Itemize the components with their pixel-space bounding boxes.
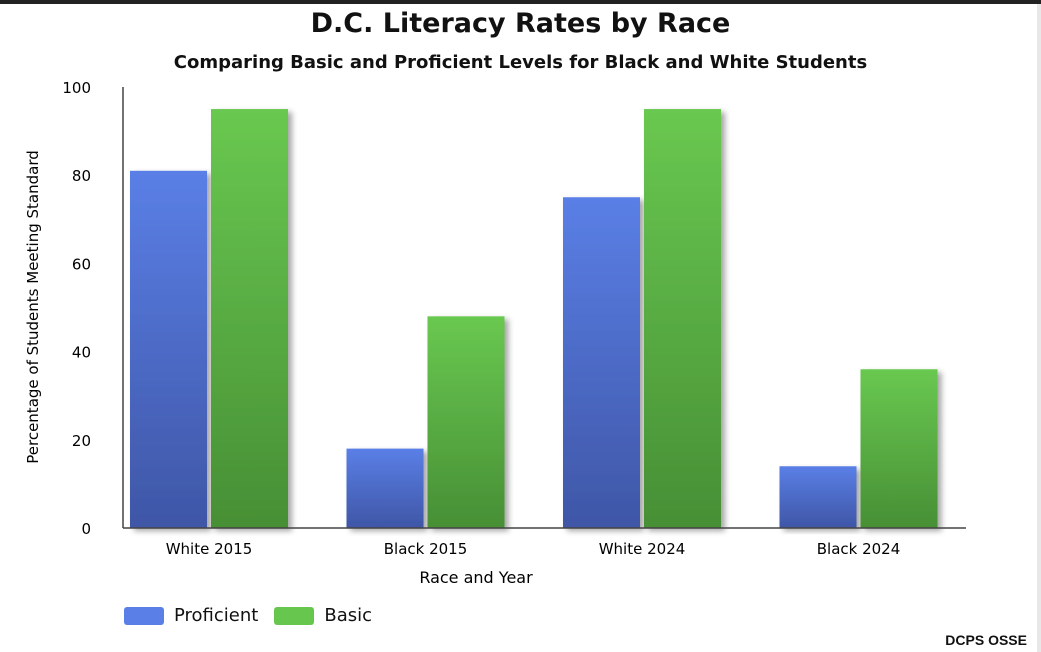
- x-axis-label: Race and Year: [419, 568, 533, 587]
- x-tick-label: White 2024: [599, 540, 686, 558]
- legend: Proficient Basic: [124, 605, 388, 626]
- source-label: DCPS OSSE: [945, 632, 1027, 648]
- legend-label-proficient: Proficient: [174, 605, 259, 626]
- legend-item-proficient: Proficient: [124, 605, 258, 626]
- bar-proficient-white-2015: [130, 170, 207, 529]
- y-tick-label: 0: [81, 520, 91, 538]
- top-border: [0, 0, 1041, 4]
- y-tick-label: 80: [72, 167, 91, 185]
- bar-proficient-white-2024: [563, 197, 640, 528]
- y-tick-label: 40: [72, 344, 91, 362]
- x-tick-label: Black 2024: [817, 540, 901, 558]
- legend-swatch-proficient: [124, 606, 164, 625]
- bar-proficient-black-2015: [346, 448, 424, 528]
- chart-title: D.C. Literacy Rates by Race: [310, 8, 731, 39]
- right-border: [1037, 4, 1041, 652]
- y-axis-label: Percentage of Students Meeting Standard: [24, 150, 42, 464]
- bar-proficient-black-2024: [779, 466, 857, 528]
- bar-basic-white-2015: [211, 109, 288, 529]
- x-tick-label: White 2015: [166, 540, 253, 558]
- y-tick-label: 20: [72, 432, 91, 450]
- bar-basic-black-2015: [427, 316, 505, 528]
- y-tick-label: 60: [72, 255, 91, 273]
- legend-label-basic: Basic: [324, 605, 372, 626]
- legend-item-basic: Basic: [274, 605, 372, 626]
- chart-subtitle: Comparing Basic and Proficient Levels fo…: [173, 52, 868, 73]
- bar-basic-white-2024: [644, 109, 721, 529]
- legend-swatch-basic: [274, 606, 315, 625]
- y-tick-label: 100: [62, 79, 91, 97]
- bar-basic-black-2024: [860, 369, 938, 528]
- x-tick-label: Black 2015: [384, 540, 468, 558]
